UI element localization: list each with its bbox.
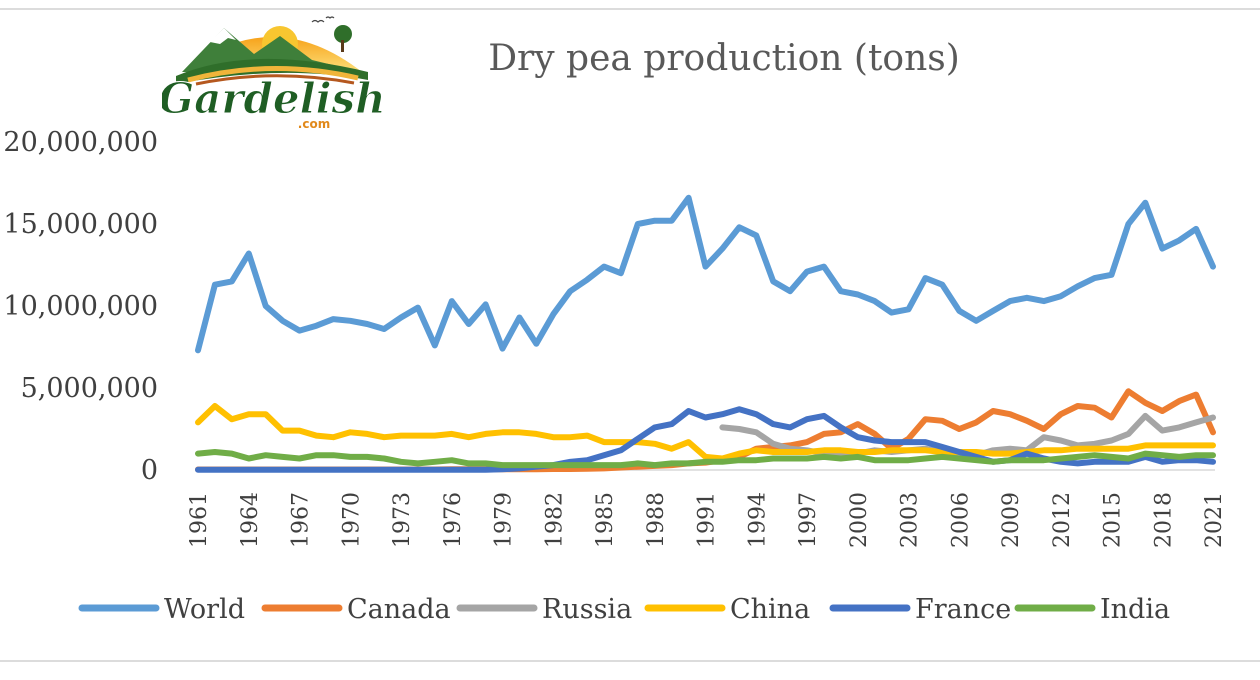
x-tick-label: 1982 [542,492,567,548]
legend-label-world: World [164,594,245,625]
top-border [0,8,1260,10]
y-tick-label: 15,000,000 [3,209,158,240]
y-tick-label: 0 [141,455,158,486]
x-axis: 1961 1964 1967 1970 1973 1976 1979 1982 1985 1988… [187,469,1227,548]
gardelish-logo: Gardelish .com [162,16,382,131]
x-tick-label: 2009 [999,492,1024,548]
x-tick-label: 1985 [593,492,618,548]
y-tick-label: 10,000,000 [3,291,158,322]
series-lines [195,194,1216,473]
x-tick-label: 2003 [898,492,923,548]
x-tick-label: 1973 [390,492,415,548]
x-tick-label: 1970 [339,492,364,548]
y-tick-label: 5,000,000 [21,373,158,404]
x-tick-label: 1979 [492,492,517,548]
x-tick-label: 1994 [745,492,770,548]
bottom-border [0,660,1260,662]
series-line-china [195,403,1216,462]
x-tick-label: 2018 [1151,492,1176,548]
x-tick-label: 2015 [1101,492,1126,548]
logo-wordmark: Gardelish [162,74,382,123]
y-tick-label: 20,000,000 [3,127,158,158]
chart-title: Dry pea production (tons) [488,38,960,79]
x-tick-label: 1961 [187,492,212,548]
x-tick-label: 1988 [644,492,669,548]
x-tick-label: 2000 [847,492,872,548]
legend-label-russia: Russia [542,594,632,625]
x-tick-label: 1964 [238,492,263,548]
legend-label-canada: Canada [347,594,451,625]
x-tick-label: 1997 [796,492,821,548]
y-axis: 0 5,000,000 10,000,000 15,000,000 20,000,000 [3,127,158,486]
legend-label-france: France [915,594,1011,625]
series-line-world [195,194,1216,354]
x-tick-label: 2006 [948,492,973,548]
legend-label-india: India [1100,594,1170,625]
x-tick-label: 1991 [695,492,720,548]
x-tick-label: 2012 [1050,492,1075,548]
series-line-india [195,449,1216,469]
x-tick-label: 1976 [441,492,466,548]
x-tick-label: 2021 [1202,492,1227,548]
legend: World Canada Russia China France India [78,594,1170,625]
x-tick-label: 1967 [289,492,314,548]
logo-suffix: .com [298,117,330,131]
legend-label-china: China [730,594,810,625]
